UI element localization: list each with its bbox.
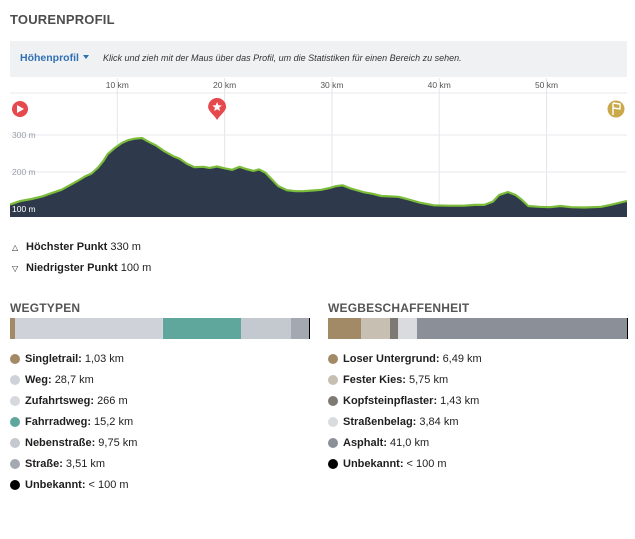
- legend-label: Singletrail:: [25, 352, 82, 365]
- elevation-profile-chart[interactable]: 10 km 20 km 30 km 40 km 50 km 300 m 200 m 100 m: [10, 78, 627, 218]
- legend-value: < 100 m: [88, 478, 129, 491]
- lowest-point-stat: ▽ Niedrigster Punkt 100 m: [12, 262, 152, 274]
- wegtypen-bar-segment[interactable]: [161, 318, 164, 339]
- wegbeschaffenheit-legend: Loser Untergrund: 6,49 km Fester Kies: 5,75…: [328, 348, 482, 474]
- legend-value: 5,75 km: [408, 373, 449, 386]
- legend-value: 28,7 km: [54, 373, 94, 386]
- legend-label: Kopfsteinpflaster:: [343, 394, 438, 407]
- legend-dot-icon: [10, 395, 20, 406]
- legend-label: Fester Kies:: [343, 373, 406, 386]
- legend-label: Unbekannt:: [25, 478, 86, 491]
- legend-value: 9,75 km: [98, 436, 138, 449]
- wegtypen-bar[interactable]: [10, 318, 309, 339]
- km-tick-label: 50 km: [535, 80, 558, 90]
- legend-dot-icon: [328, 437, 338, 448]
- elevation-area: [10, 138, 627, 217]
- triangle-down-icon: ▽: [12, 264, 19, 273]
- legend-dot-icon: [10, 437, 20, 448]
- legend-value: 15,2 km: [94, 415, 134, 428]
- wegbeschaffenheit-legend-item: Unbekannt: < 100 m: [328, 453, 482, 474]
- profile-toolbar: Höhenprofil Klick und zieh mit der Maus …: [10, 41, 627, 77]
- legend-dot-icon: [328, 353, 338, 364]
- legend-value: < 100 m: [406, 457, 447, 470]
- wegbeschaffenheit-bar-segment[interactable]: [390, 318, 398, 339]
- legend-label: Straßenbelag:: [343, 415, 417, 428]
- wegtypen-bar-segment[interactable]: [163, 318, 241, 339]
- wegbeschaffenheit-bar-segment[interactable]: [361, 318, 391, 339]
- legend-label: Nebenstraße:: [25, 436, 96, 449]
- wegtypen-legend-item: Fahrradweg: 15,2 km: [10, 411, 137, 432]
- highest-point-value: 330 m: [110, 241, 141, 253]
- legend-value: 3,51 km: [65, 457, 106, 470]
- legend-dot-icon: [10, 374, 20, 385]
- profile-type-dropdown[interactable]: Höhenprofil: [20, 52, 89, 64]
- legend-label: Loser Untergrund:: [343, 352, 440, 365]
- elevation-tick-label: 200 m: [12, 167, 36, 177]
- wegtypen-legend-item: Unbekannt: < 100 m: [10, 474, 137, 495]
- wegbeschaffenheit-legend-item: Asphalt: 41,0 km: [328, 432, 482, 453]
- page-title: TOURENPROFIL: [10, 12, 115, 27]
- elevation-tick-label: 300 m: [12, 130, 36, 140]
- legend-label: Weg:: [25, 373, 52, 386]
- km-tick-label: 10 km: [106, 80, 129, 90]
- caret-down-icon: [82, 55, 89, 60]
- legend-value: 1,43 km: [440, 394, 480, 407]
- wegtypen-legend-item: Straße: 3,51 km: [10, 453, 137, 474]
- wegbeschaffenheit-bar-segment[interactable]: [328, 318, 362, 339]
- km-tick-label: 30 km: [320, 80, 343, 90]
- wegbeschaffenheit-legend-item: Kopfsteinpflaster: 1,43 km: [328, 390, 482, 411]
- legend-value: 3,84 km: [419, 415, 459, 428]
- wegbeschaffenheit-legend-item: Fester Kies: 5,75 km: [328, 369, 482, 390]
- legend-dot-icon: [10, 353, 20, 364]
- wegbeschaffenheit-bar[interactable]: [328, 318, 627, 339]
- elevation-tick-label: 100 m: [12, 204, 36, 214]
- wegbeschaffenheit-bar-segment[interactable]: [417, 318, 627, 339]
- legend-dot-icon: [10, 479, 20, 490]
- legend-label: Unbekannt:: [343, 457, 404, 470]
- lowest-point-value: 100 m: [120, 262, 152, 274]
- elevation-line: [10, 136, 627, 209]
- wegtypen-legend-item: Zufahrtsweg: 266 m: [10, 390, 137, 411]
- legend-label: Straße:: [25, 457, 63, 470]
- legend-label: Fahrradweg:: [25, 415, 92, 428]
- km-tick-label: 20 km: [213, 80, 236, 90]
- legend-dot-icon: [10, 458, 20, 469]
- wegtypen-bar-segment[interactable]: [240, 318, 291, 339]
- legend-dot-icon: [328, 395, 338, 406]
- legend-label: Zufahrtsweg:: [25, 394, 95, 407]
- legend-value: 41,0 km: [390, 436, 430, 449]
- wegbeschaffenheit-legend-item: Straßenbelag: 3,84 km: [328, 411, 482, 432]
- wegtypen-legend: Singletrail: 1,03 km Weg: 28,7 km Zufahrtswe…: [10, 348, 137, 495]
- wegbeschaffenheit-bar-segment[interactable]: [397, 318, 418, 339]
- wegtypen-bar-segment[interactable]: [290, 318, 309, 339]
- km-tick-label: 40 km: [428, 80, 451, 90]
- wegtypen-legend-item: Weg: 28,7 km: [10, 369, 137, 390]
- profile-hint: Klick und zieh mit der Maus über das Pro…: [103, 53, 462, 63]
- wegtypen-bar-segment[interactable]: [10, 318, 16, 339]
- wegtypen-legend-item: Singletrail: 1,03 km: [10, 348, 137, 369]
- legend-value: 6,49 km: [442, 352, 482, 365]
- legend-dot-icon: [10, 416, 20, 427]
- wegbeschaffenheit-title: WEGBESCHAFFENHEIT: [328, 301, 470, 315]
- star-icon: [212, 102, 222, 112]
- legend-value: 1,03 km: [84, 352, 124, 365]
- legend-dot-icon: [328, 416, 338, 427]
- dropdown-label: Höhenprofil: [20, 52, 79, 64]
- finish-flag-icon: [612, 102, 621, 115]
- legend-dot-icon: [328, 374, 338, 385]
- legend-dot-icon: [328, 458, 338, 469]
- legend-label: Asphalt:: [343, 436, 387, 449]
- wegtypen-bar-segment[interactable]: [15, 318, 162, 339]
- highest-point-stat: △ Höchster Punkt 330 m: [12, 241, 141, 253]
- wegtypen-title: WEGTYPEN: [10, 301, 81, 315]
- play-icon: [17, 105, 24, 113]
- wegtypen-legend-item: Nebenstraße: 9,75 km: [10, 432, 137, 453]
- wegbeschaffenheit-legend-item: Loser Untergrund: 6,49 km: [328, 348, 482, 369]
- legend-value: 266 m: [97, 394, 128, 407]
- triangle-up-icon: △: [12, 243, 19, 252]
